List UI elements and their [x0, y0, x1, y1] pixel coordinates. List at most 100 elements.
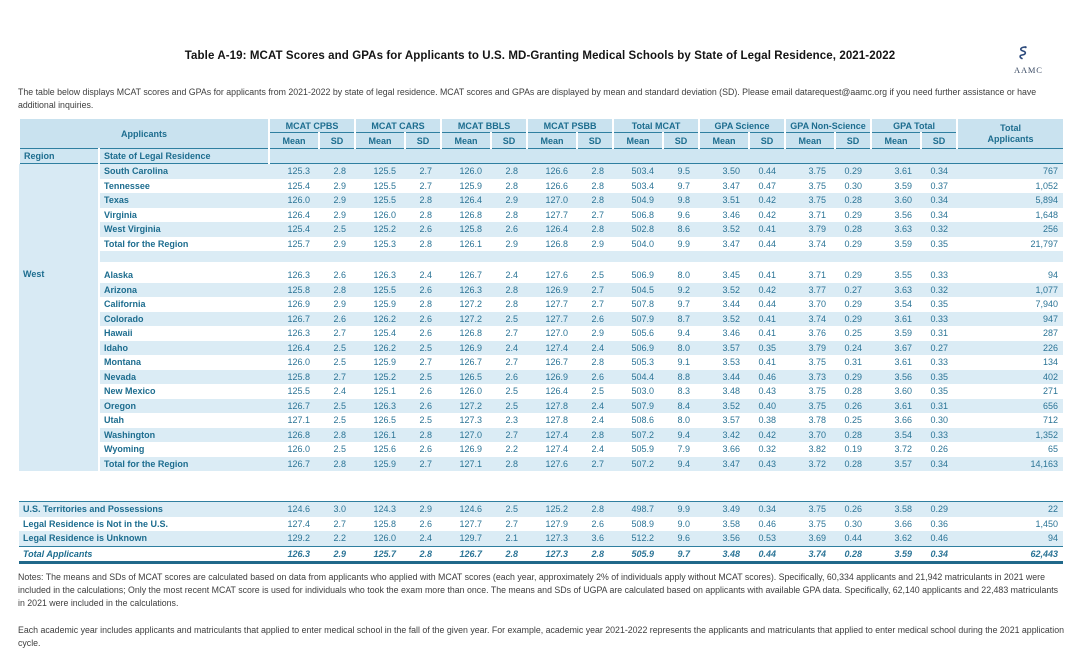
sd-value: 9.7 — [663, 297, 700, 312]
mean-value: 126.1 — [355, 427, 406, 442]
table-row: Legal Residence is Unknown 129.2 2.2 126.0 2… — [19, 531, 1064, 546]
sd-value: 0.25 — [835, 326, 872, 341]
mean-value: 3.66 — [871, 516, 922, 531]
sd-value: 8.0 — [663, 413, 700, 428]
mean-value: 3.70 — [785, 427, 836, 442]
total-applicants-value: 1,052 — [957, 178, 1064, 193]
sd-value: 2.8 — [577, 355, 614, 370]
sd-value: 0.35 — [921, 236, 958, 251]
sd-value: 2.8 — [491, 163, 528, 179]
mean-value: 3.61 — [871, 311, 922, 326]
mean-value: 3.78 — [785, 413, 836, 428]
sd-value: 8.6 — [663, 222, 700, 237]
mean-value: 503.4 — [613, 163, 664, 179]
sd-value: 0.43 — [749, 456, 786, 471]
mean-value: 125.9 — [355, 297, 406, 312]
state-cell: Idaho — [99, 340, 270, 355]
mean-value: 506.9 — [613, 340, 664, 355]
sd-value: 0.29 — [835, 163, 872, 179]
mean-value: 126.2 — [355, 311, 406, 326]
sd-value: 2.8 — [319, 282, 356, 297]
mean-value: 3.76 — [785, 326, 836, 341]
mean-value: 3.74 — [785, 545, 836, 564]
sd-value: 0.42 — [749, 427, 786, 442]
sd-value: 2.4 — [577, 442, 614, 457]
mean-value: 3.56 — [699, 531, 750, 546]
sd-value: 2.6 — [405, 516, 442, 531]
mean-header: Mean — [526, 132, 578, 149]
total-applicants-value: 271 — [957, 384, 1064, 399]
mean-value: 3.75 — [785, 501, 836, 517]
group-header: MCAT CARS — [354, 119, 442, 133]
mean-header: Mean — [784, 132, 836, 149]
sd-value: 2.6 — [405, 398, 442, 413]
mean-value: 3.66 — [871, 413, 922, 428]
mean-value: 3.57 — [699, 413, 750, 428]
mean-value: 127.2 — [441, 311, 492, 326]
mean-value: 3.74 — [785, 236, 836, 251]
mean-value: 3.79 — [785, 222, 836, 237]
state-cell: Total for the Region — [99, 236, 270, 251]
sd-value: 0.34 — [749, 501, 786, 517]
sd-value: 0.28 — [835, 545, 872, 564]
sd-value: 2.8 — [491, 545, 528, 564]
sd-value: 0.27 — [921, 340, 958, 355]
footer-label-cell: U.S. Territories and Possessions — [19, 501, 270, 517]
sd-value: 2.9 — [577, 326, 614, 341]
sd-value: 0.46 — [921, 531, 958, 546]
sd-value: 0.29 — [835, 236, 872, 251]
sd-value: 0.34 — [921, 163, 958, 179]
mean-value: 3.50 — [699, 163, 750, 179]
header-row-region-state: Region State of Legal Residence — [18, 148, 1064, 164]
mean-value: 127.8 — [527, 413, 578, 428]
sd-value: 0.29 — [835, 369, 872, 384]
sd-value: 9.2 — [663, 282, 700, 297]
mean-value: 126.0 — [441, 163, 492, 179]
mean-value: 126.4 — [527, 384, 578, 399]
sd-value: 0.34 — [921, 545, 958, 564]
mean-value: 126.8 — [527, 236, 578, 251]
group-header: GPA Non-Science — [784, 119, 872, 133]
mean-value: 503.4 — [613, 178, 664, 193]
sd-value: 2.8 — [405, 236, 442, 251]
mean-value: 507.2 — [613, 456, 664, 471]
sd-value: 0.34 — [921, 456, 958, 471]
region-cell — [19, 398, 100, 413]
region-cell — [19, 413, 100, 428]
sd-value: 2.4 — [491, 265, 528, 283]
sd-value: 9.5 — [663, 163, 700, 179]
mean-value: 126.0 — [269, 193, 320, 208]
total-applicants-value: 134 — [957, 355, 1064, 370]
sd-value: 2.7 — [491, 355, 528, 370]
sd-value: 2.2 — [319, 531, 356, 546]
mean-header: Mean — [870, 132, 922, 149]
sd-value: 0.32 — [749, 442, 786, 457]
mean-value: 3.63 — [871, 222, 922, 237]
mean-value: 126.6 — [527, 163, 578, 179]
mean-value: 503.0 — [613, 384, 664, 399]
mean-value: 3.73 — [785, 369, 836, 384]
state-cell: South Carolina — [99, 163, 270, 179]
state-cell: Colorado — [99, 311, 270, 326]
region-cell — [19, 369, 100, 384]
sd-value: 2.9 — [319, 545, 356, 564]
mean-value: 504.9 — [613, 193, 664, 208]
mean-value: 3.75 — [785, 516, 836, 531]
sd-value: 2.9 — [319, 207, 356, 222]
mean-value: 127.2 — [441, 297, 492, 312]
sd-value: 0.29 — [835, 265, 872, 283]
mean-value: 125.8 — [355, 516, 406, 531]
mean-value: 126.4 — [441, 193, 492, 208]
mean-value: 3.52 — [699, 311, 750, 326]
group-header: Total MCAT — [612, 119, 700, 133]
mean-value: 3.77 — [785, 282, 836, 297]
sd-value: 2.5 — [577, 265, 614, 283]
mean-value: 3.42 — [699, 427, 750, 442]
sd-value: 2.4 — [319, 384, 356, 399]
mean-value: 127.0 — [527, 326, 578, 341]
total-applicants-value: 287 — [957, 326, 1064, 341]
sd-value: 2.5 — [491, 311, 528, 326]
mean-value: 126.7 — [441, 265, 492, 283]
mean-value: 125.4 — [269, 178, 320, 193]
table-row: Tennessee 125.4 2.9 125.5 2.7 125.9 2.8 126.6 2.… — [19, 178, 1064, 193]
